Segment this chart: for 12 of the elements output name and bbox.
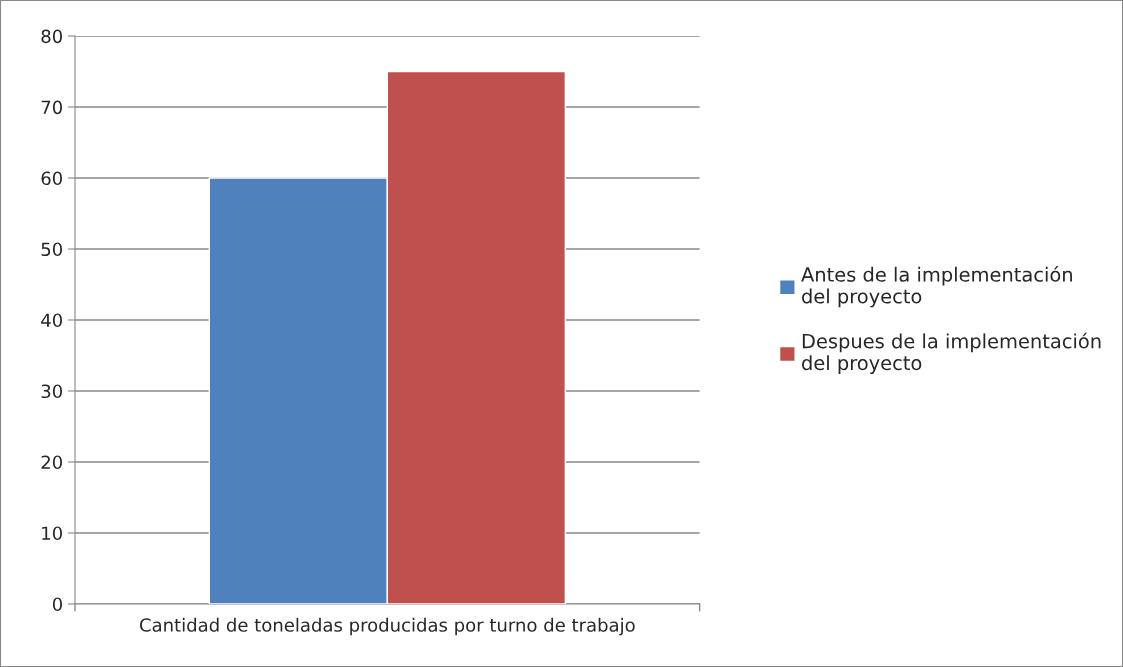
y-tick-label: 10 xyxy=(42,526,63,541)
x-tick-label: Cantidad de toneladas producidas por turno de trabajo xyxy=(139,617,635,636)
y-tick-label: 30 xyxy=(41,384,63,399)
y-tick-label: 50 xyxy=(41,242,63,257)
legend-label: Antes de la implementación del proyecto xyxy=(801,265,1072,308)
y-tick-label: 40 xyxy=(41,313,63,328)
legend-label: Despues de la implementación del proyecto xyxy=(802,332,1101,374)
y-tick-label: 80 xyxy=(41,29,63,44)
y-tick-label: 70 xyxy=(41,100,63,115)
y-tick-label: 60 xyxy=(41,171,63,186)
y-tick-label: 0 xyxy=(52,597,63,612)
y-tick-label: 20 xyxy=(41,455,63,470)
